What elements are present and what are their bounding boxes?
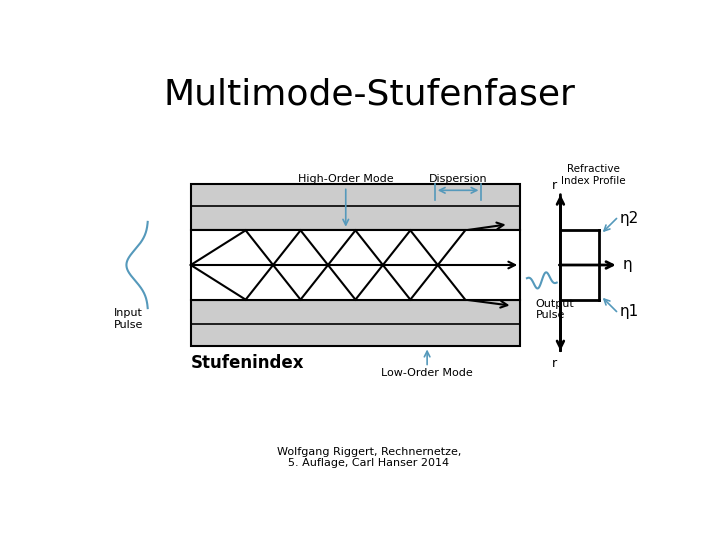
Text: Input
Pulse: Input Pulse <box>114 308 143 330</box>
Text: η2: η2 <box>620 211 639 226</box>
Text: Dispersion: Dispersion <box>429 174 487 184</box>
Text: η1: η1 <box>620 303 639 319</box>
Text: High-Order Mode: High-Order Mode <box>298 174 394 184</box>
Text: η: η <box>622 258 632 273</box>
Text: Refractive
Index Profile: Refractive Index Profile <box>562 164 626 186</box>
Text: r: r <box>552 357 557 370</box>
Bar <box>191 300 520 346</box>
Text: Stufenindex: Stufenindex <box>191 354 305 372</box>
Text: r: r <box>552 179 557 192</box>
Bar <box>191 184 520 231</box>
Text: Output
Pulse: Output Pulse <box>536 299 575 320</box>
Text: Multimode-Stufenfaser: Multimode-Stufenfaser <box>163 77 575 111</box>
Text: Wolfgang Riggert, Rechnernetze,
5. Auflage, Carl Hanser 2014: Wolfgang Riggert, Rechnernetze, 5. Aufla… <box>276 447 462 468</box>
Text: Low-Order Mode: Low-Order Mode <box>382 368 473 378</box>
Bar <box>191 231 520 300</box>
